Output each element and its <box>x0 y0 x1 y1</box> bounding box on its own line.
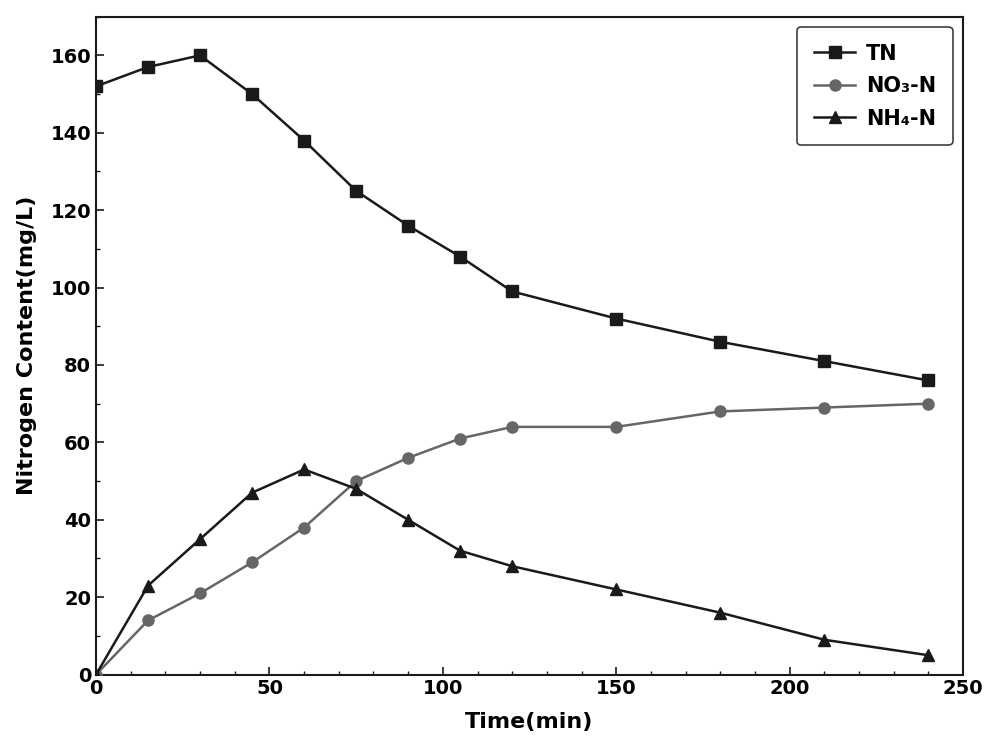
NH₄-N <box>194 535 206 544</box>
NO₃-N <box>506 422 518 431</box>
NO₃-N <box>818 403 830 412</box>
TN <box>402 221 414 230</box>
TN <box>142 62 154 71</box>
NH₄-N <box>90 670 102 679</box>
NH₄-N <box>350 485 362 494</box>
TN <box>610 314 622 323</box>
NO₃-N <box>610 422 622 431</box>
NH₄-N <box>610 585 622 594</box>
NH₄-N <box>922 651 934 660</box>
TN <box>454 252 466 261</box>
Line: NH₄-N: NH₄-N <box>90 464 934 680</box>
Line: NO₃-N: NO₃-N <box>90 398 934 680</box>
NO₃-N <box>194 589 206 598</box>
TN <box>922 376 934 385</box>
TN <box>246 90 258 99</box>
NH₄-N <box>506 562 518 571</box>
NH₄-N <box>818 635 830 644</box>
NO₃-N <box>454 434 466 443</box>
NH₄-N <box>298 465 310 474</box>
Y-axis label: Nitrogen Content(mg/L): Nitrogen Content(mg/L) <box>17 196 37 495</box>
NO₃-N <box>298 523 310 532</box>
TN <box>350 187 362 195</box>
TN <box>818 357 830 366</box>
NO₃-N <box>90 670 102 679</box>
NH₄-N <box>142 581 154 590</box>
NO₃-N <box>142 616 154 625</box>
NH₄-N <box>402 515 414 524</box>
NH₄-N <box>246 488 258 497</box>
NH₄-N <box>454 546 466 555</box>
NH₄-N <box>714 608 726 617</box>
NO₃-N <box>714 407 726 416</box>
NO₃-N <box>350 476 362 485</box>
Legend: TN, NO₃-N, NH₄-N: TN, NO₃-N, NH₄-N <box>797 27 953 145</box>
NO₃-N <box>246 558 258 567</box>
TN <box>90 82 102 91</box>
TN <box>194 51 206 60</box>
NO₃-N <box>402 453 414 462</box>
NO₃-N <box>922 399 934 408</box>
TN <box>298 136 310 145</box>
TN <box>714 337 726 346</box>
TN <box>506 287 518 296</box>
X-axis label: Time(min): Time(min) <box>465 712 594 733</box>
Line: TN: TN <box>90 50 934 386</box>
